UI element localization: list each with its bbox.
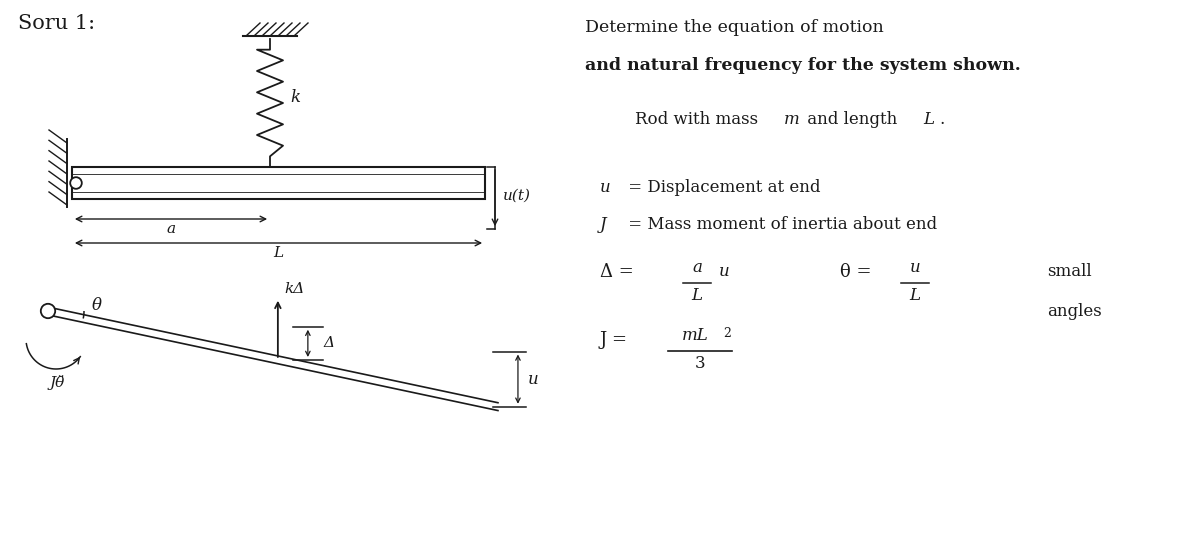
Text: small: small <box>1046 263 1092 280</box>
Text: u: u <box>910 259 920 276</box>
Text: Soru 1:: Soru 1: <box>18 14 95 33</box>
Text: mL: mL <box>682 327 708 344</box>
FancyBboxPatch shape <box>72 167 485 199</box>
Text: 3: 3 <box>695 355 706 372</box>
Text: u: u <box>528 371 539 388</box>
Text: L: L <box>910 287 920 304</box>
Text: L: L <box>274 246 283 260</box>
Text: angles: angles <box>1046 303 1102 320</box>
Text: L: L <box>691 287 702 304</box>
Text: u: u <box>600 179 611 196</box>
Text: k: k <box>290 89 300 107</box>
Text: .: . <box>940 111 944 128</box>
Text: Δ: Δ <box>324 336 335 350</box>
Text: θ =: θ = <box>840 263 871 281</box>
Text: θ: θ <box>92 298 102 314</box>
Text: J: J <box>600 216 607 233</box>
Text: Δ =: Δ = <box>600 263 634 281</box>
Text: and natural frequency for the system shown.: and natural frequency for the system sho… <box>586 57 1021 74</box>
Text: and length: and length <box>802 111 902 128</box>
Text: u(t): u(t) <box>503 189 530 203</box>
Text: J =: J = <box>600 331 634 349</box>
Text: u: u <box>719 263 730 280</box>
Text: = Displacement at end: = Displacement at end <box>623 179 821 196</box>
Text: a: a <box>692 259 702 276</box>
Text: Jθ̈: Jθ̈ <box>50 375 65 390</box>
Text: kΔ: kΔ <box>284 282 304 296</box>
Text: m: m <box>784 111 799 128</box>
Text: = Mass moment of inertia about end: = Mass moment of inertia about end <box>623 216 937 233</box>
Circle shape <box>70 177 82 189</box>
Text: Rod with mass: Rod with mass <box>635 111 763 128</box>
Circle shape <box>41 304 55 318</box>
Text: 2: 2 <box>722 327 731 340</box>
Text: a: a <box>167 222 175 236</box>
Text: Determine the equation of motion: Determine the equation of motion <box>586 19 883 36</box>
Text: L: L <box>923 111 934 128</box>
